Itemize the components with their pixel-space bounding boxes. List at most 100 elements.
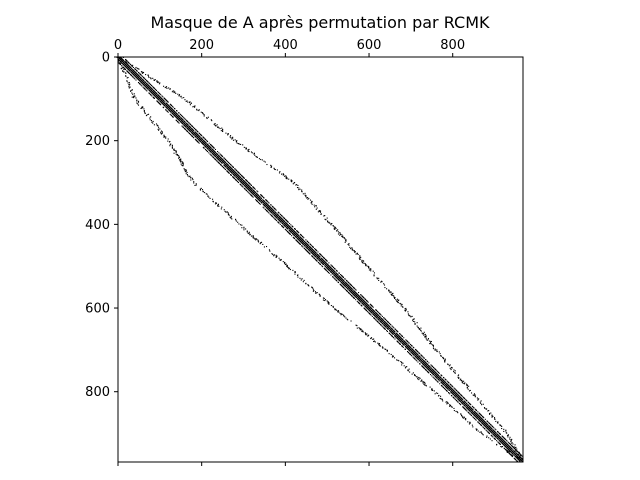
nonzero-mark — [344, 238, 346, 240]
nonzero-mark — [521, 455, 523, 457]
nonzero-mark — [253, 153, 255, 155]
nonzero-mark — [412, 320, 414, 322]
nonzero-mark — [494, 418, 496, 420]
nonzero-mark — [161, 95, 163, 97]
nonzero-mark — [149, 119, 151, 121]
nonzero-mark — [273, 255, 275, 257]
nonzero-mark — [510, 442, 512, 444]
nonzero-mark — [410, 347, 412, 349]
nonzero-mark — [127, 82, 129, 84]
nonzero-mark — [284, 263, 286, 266]
nonzero-mark — [250, 151, 253, 153]
nonzero-mark — [285, 175, 287, 177]
nonzero-mark — [176, 110, 178, 112]
nonzero-mark — [278, 172, 281, 174]
nonzero-mark — [388, 322, 390, 324]
nonzero-mark — [134, 95, 136, 97]
nonzero-mark — [187, 131, 189, 133]
nonzero-mark — [501, 446, 503, 448]
nonzero-mark — [358, 327, 360, 329]
nonzero-mark — [418, 377, 420, 379]
nonzero-mark — [348, 282, 350, 284]
nonzero-mark — [272, 213, 274, 215]
nonzero-mark — [173, 92, 175, 94]
nonzero-mark — [483, 407, 486, 409]
nonzero-mark — [280, 221, 282, 223]
nonzero-mark — [224, 210, 226, 212]
nonzero-mark — [421, 358, 423, 360]
nonzero-mark — [210, 119, 212, 121]
nonzero-mark — [326, 260, 328, 262]
nonzero-mark — [332, 266, 335, 268]
nonzero-mark — [500, 445, 502, 448]
nonzero-mark — [167, 138, 169, 140]
nonzero-mark — [514, 447, 517, 449]
nonzero-mark — [178, 122, 180, 124]
nonzero-mark — [509, 443, 511, 445]
nonzero-mark — [324, 265, 326, 267]
nonzero-mark — [250, 235, 253, 237]
nonzero-mark — [417, 327, 419, 329]
nonzero-mark — [495, 420, 497, 422]
nonzero-mark — [261, 202, 263, 204]
nonzero-mark — [198, 110, 200, 112]
nonzero-mark — [243, 146, 245, 148]
nonzero-mark — [378, 315, 380, 317]
nonzero-mark — [192, 106, 194, 108]
nonzero-mark — [477, 421, 479, 423]
nonzero-mark — [494, 438, 496, 440]
nonzero-mark — [193, 134, 195, 136]
nonzero-mark — [189, 101, 191, 103]
nonzero-mark — [427, 338, 429, 340]
nonzero-mark — [316, 207, 318, 209]
nonzero-mark — [414, 321, 416, 323]
nonzero-mark — [386, 330, 388, 333]
nonzero-mark — [319, 256, 321, 258]
nonzero-mark — [345, 286, 347, 288]
nonzero-mark — [385, 326, 387, 328]
nonzero-mark — [263, 197, 265, 199]
nonzero-mark — [246, 230, 248, 232]
nonzero-mark — [354, 251, 356, 253]
nonzero-mark — [241, 185, 243, 187]
nonzero-mark — [231, 138, 233, 140]
nonzero-mark — [431, 389, 433, 391]
nonzero-mark — [440, 377, 442, 379]
nonzero-mark — [368, 266, 370, 268]
nonzero-mark — [393, 327, 395, 329]
nonzero-mark — [196, 109, 198, 111]
nonzero-mark — [219, 127, 221, 130]
nonzero-mark — [299, 243, 301, 245]
nonzero-mark — [437, 395, 440, 397]
nonzero-mark — [163, 135, 165, 138]
nonzero-mark — [345, 239, 347, 241]
nonzero-mark — [296, 184, 298, 186]
nonzero-mark — [356, 300, 358, 302]
nonzero-mark — [452, 394, 455, 396]
nonzero-mark — [298, 232, 300, 234]
nonzero-mark — [422, 381, 424, 383]
nonzero-mark — [324, 299, 327, 301]
nonzero-mark — [169, 143, 171, 145]
nonzero-mark — [359, 303, 361, 305]
nonzero-mark — [131, 75, 133, 77]
nonzero-mark — [121, 58, 123, 60]
nonzero-mark — [173, 149, 176, 151]
nonzero-mark — [382, 323, 384, 325]
x-tick-label: 400 — [273, 38, 298, 53]
nonzero-mark — [337, 311, 339, 313]
nonzero-mark — [512, 443, 514, 445]
nonzero-mark — [367, 311, 369, 313]
nonzero-mark — [155, 89, 157, 91]
nonzero-mark — [235, 141, 237, 143]
outer-band-lower — [117, 56, 522, 462]
nonzero-mark — [376, 278, 378, 280]
nonzero-mark — [425, 369, 427, 371]
nonzero-mark — [328, 262, 330, 264]
nonzero-mark — [249, 193, 251, 195]
nonzero-mark — [228, 214, 230, 216]
nonzero-mark — [215, 125, 217, 127]
nonzero-mark — [236, 170, 238, 172]
nonzero-mark — [451, 395, 453, 397]
nonzero-mark — [424, 335, 427, 338]
